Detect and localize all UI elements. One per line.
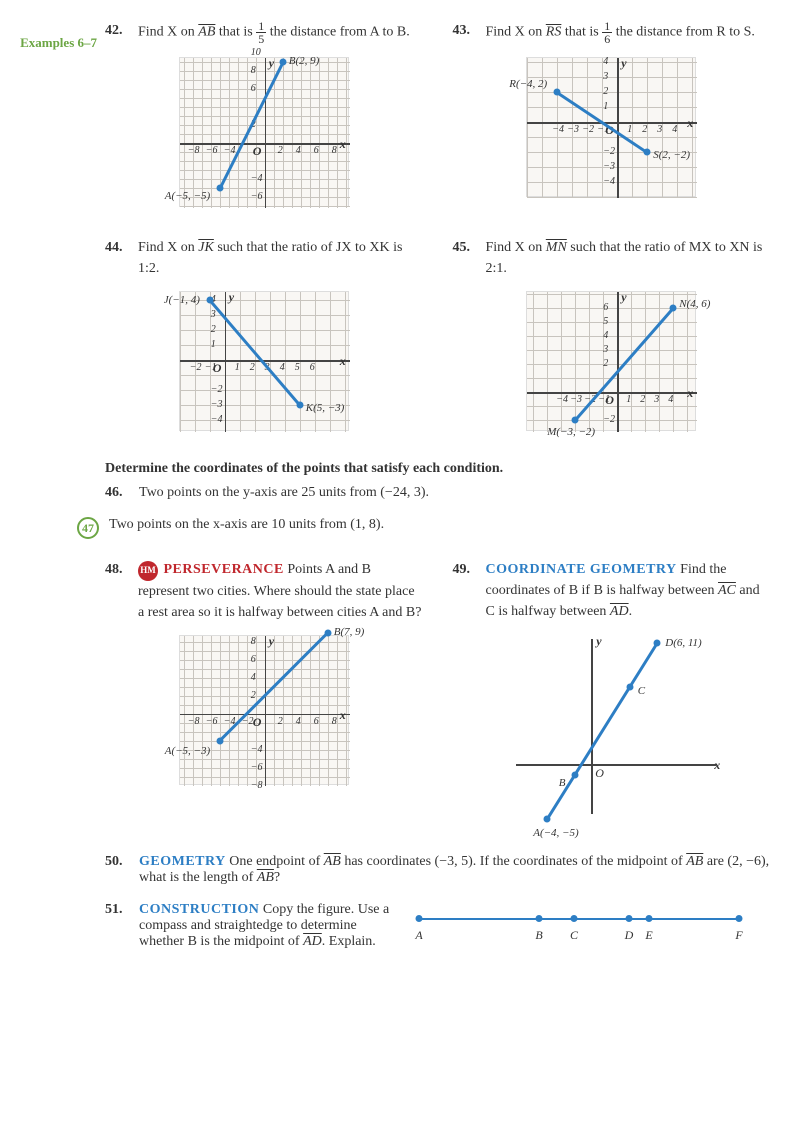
problem-number: 46. <box>105 485 133 501</box>
category-label: GEOMETRY <box>139 854 226 869</box>
problem-45: 45. Find X on MN such that the ratio of … <box>453 237 771 431</box>
row-44-45: 44. Find X on JK such that the ratio of … <box>105 237 770 431</box>
problem-number: 45. <box>453 237 481 258</box>
hm-badge-icon: HM <box>138 561 158 581</box>
problem-44-text: 44. Find X on JK such that the ratio of … <box>105 237 423 279</box>
problem-45-text: 45. Find X on MN such that the ratio of … <box>453 237 771 279</box>
margin-column: Examples 6–7 <box>10 20 105 966</box>
content-column: 42. Find X on AB that is 15 the distance… <box>105 20 770 966</box>
problem-47: 47 Two points on the x-axis are 10 units… <box>77 517 770 539</box>
problem-46: 46. Two points on the y-axis are 25 unit… <box>105 485 770 501</box>
problem-number: 44. <box>105 237 133 258</box>
problem-51: 51. CONSTRUCTION Copy the figure. Use a … <box>105 902 770 950</box>
problem-body: Find X on RS that is 16 the distance fro… <box>486 20 755 45</box>
circle-badge: 47 <box>77 517 99 539</box>
problem-number: 50. <box>105 854 133 870</box>
fraction: 15 <box>256 20 266 45</box>
category-label: COORDINATE GEOMETRY <box>486 562 677 577</box>
chart-45: yxO−4−3−2−1123465432−2M(−3, −2)N(4, 6) <box>453 291 771 431</box>
problem-body: GEOMETRY One endpoint of AB has coordina… <box>139 854 770 886</box>
chart-42: yxO−8−6−4246810862−4−6A(−5, −5)B(2, 9) <box>105 57 423 207</box>
problem-43-text: 43. Find X on RS that is 16 the distance… <box>453 20 771 45</box>
row-42-43: 42. Find X on AB that is 15 the distance… <box>105 20 770 207</box>
chart-49: yxOA(−4, −5)BCD(6, 11) <box>453 634 771 824</box>
fraction: 16 <box>602 20 612 45</box>
problem-number: 49. <box>453 559 481 580</box>
category-label: CONSTRUCTION <box>139 902 259 917</box>
problem-number: 48. <box>105 559 133 580</box>
page: Examples 6–7 42. Find X on AB that is 15… <box>10 20 770 966</box>
chart-48: yxO−8−6−4−224688642−4−6−8A(−5, −3)B(7, 9… <box>105 635 423 785</box>
section-heading: Determine the coordinates of the points … <box>105 461 770 477</box>
problem-48: 48. HM PERSEVERANCE Points A and B repre… <box>105 559 423 824</box>
problem-42-text: 42. Find X on AB that is 15 the distance… <box>105 20 423 45</box>
chart-43: yxO−4−3−2−112344321−2−3−4R(−4, 2)S(2, −2… <box>453 57 771 197</box>
problem-number: 43. <box>453 20 481 41</box>
problem-number: 51. <box>105 902 133 918</box>
problem-42: 42. Find X on AB that is 15 the distance… <box>105 20 423 207</box>
problem-body: COORDINATE GEOMETRY Find the coordinates… <box>486 559 771 622</box>
problem-43: 43. Find X on RS that is 16 the distance… <box>453 20 771 207</box>
problem-body: Find X on AB that is 15 the distance fro… <box>138 20 410 45</box>
problem-body: CONSTRUCTION Copy the figure. Use a comp… <box>139 902 399 950</box>
problem-number: 42. <box>105 20 133 41</box>
examples-label: Examples 6–7 <box>10 35 105 51</box>
problem-49-text: 49. COORDINATE GEOMETRY Find the coordin… <box>453 559 771 622</box>
problem-44: 44. Find X on JK such that the ratio of … <box>105 237 423 431</box>
numberline-51: ABCDEF <box>419 908 770 948</box>
problem-49: 49. COORDINATE GEOMETRY Find the coordin… <box>453 559 771 824</box>
problem-body: Find X on MN such that the ratio of MX t… <box>486 237 771 279</box>
problem-48-text: 48. HM PERSEVERANCE Points A and B repre… <box>105 559 423 623</box>
row-48-49: 48. HM PERSEVERANCE Points A and B repre… <box>105 559 770 824</box>
problem-body: Find X on JK such that the ratio of JX t… <box>138 237 423 279</box>
category-label: PERSEVERANCE <box>164 562 284 577</box>
chart-44: yxO−2−11234564321−2−3−4J(−1, 4)K(5, −3) <box>105 291 423 431</box>
problem-body: HM PERSEVERANCE Points A and B represent… <box>138 559 423 623</box>
problem-body: Two points on the y-axis are 25 units fr… <box>139 485 429 501</box>
problem-body: Two points on the x-axis are 10 units fr… <box>109 517 384 533</box>
problem-50: 50. GEOMETRY One endpoint of AB has coor… <box>105 854 770 886</box>
